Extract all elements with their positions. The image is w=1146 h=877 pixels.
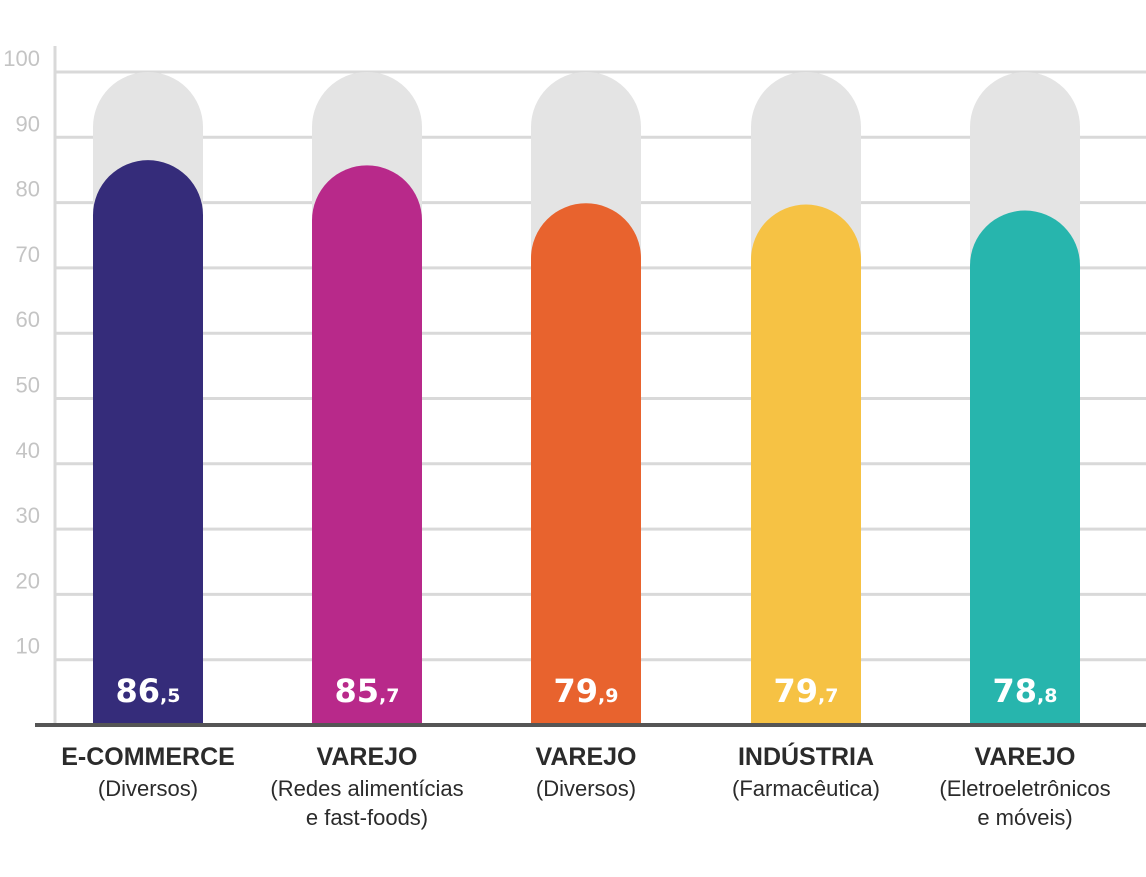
value-label-dec: ,7 [818,685,838,707]
value-label-dec: ,5 [160,685,180,707]
category-label: VAREJO [975,743,1076,771]
value-labels: 86,5 85,7 79,9 79,7 78,8 [116,672,1058,710]
category-sublabel: (Diversos) [536,776,636,801]
value-label: 78,8 [993,672,1058,710]
category-label: VAREJO [317,743,418,771]
value-label-int: 79 [554,672,599,710]
bars [93,160,1080,726]
axes [35,46,1146,727]
y-tick-label: 30 [16,503,40,528]
value-label-int: 86 [116,672,161,710]
bar [970,210,1080,725]
y-tick-label: 70 [16,242,40,267]
category-sublabel: (Farmacêutica) [732,776,880,801]
bar [312,165,422,725]
value-label: 79,7 [774,672,839,710]
category-label: VAREJO [536,743,637,771]
y-tick-label: 80 [16,177,40,202]
category-sublabel: e fast-foods) [306,805,428,830]
value-label-dec: ,8 [1037,685,1057,707]
category-label: E-COMMERCE [61,743,235,771]
category-label: INDÚSTRIA [738,741,874,771]
y-tick-label: 40 [16,438,40,463]
y-axis-ticks: 10 20 30 40 50 60 70 80 90 100 [3,46,40,659]
y-tick-label: 10 [16,634,40,659]
value-label-dec: ,9 [598,685,618,707]
value-label-int: 78 [993,672,1038,710]
value-label: 85,7 [335,672,400,710]
y-tick-label: 90 [16,111,40,136]
category-sublabel: (Eletroeletrônicos [939,776,1110,801]
value-label-int: 79 [774,672,819,710]
category-sublabel: (Redes alimentícias [270,776,463,801]
bar [93,160,203,726]
value-label-int: 85 [335,672,380,710]
value-label: 86,5 [116,672,181,710]
category-sublabel: (Diversos) [98,776,198,801]
category-sublabel: e móveis) [977,805,1072,830]
value-label-dec: ,7 [379,685,399,707]
bar [751,204,861,726]
y-tick-label: 60 [16,307,40,332]
y-tick-label: 100 [3,46,40,71]
y-tick-label: 20 [16,568,40,593]
value-label: 79,9 [554,672,619,710]
category-labels: E-COMMERCE (Diversos) VAREJO (Redes aliment… [61,741,1110,830]
bar [531,203,641,725]
y-tick-label: 50 [16,373,40,398]
